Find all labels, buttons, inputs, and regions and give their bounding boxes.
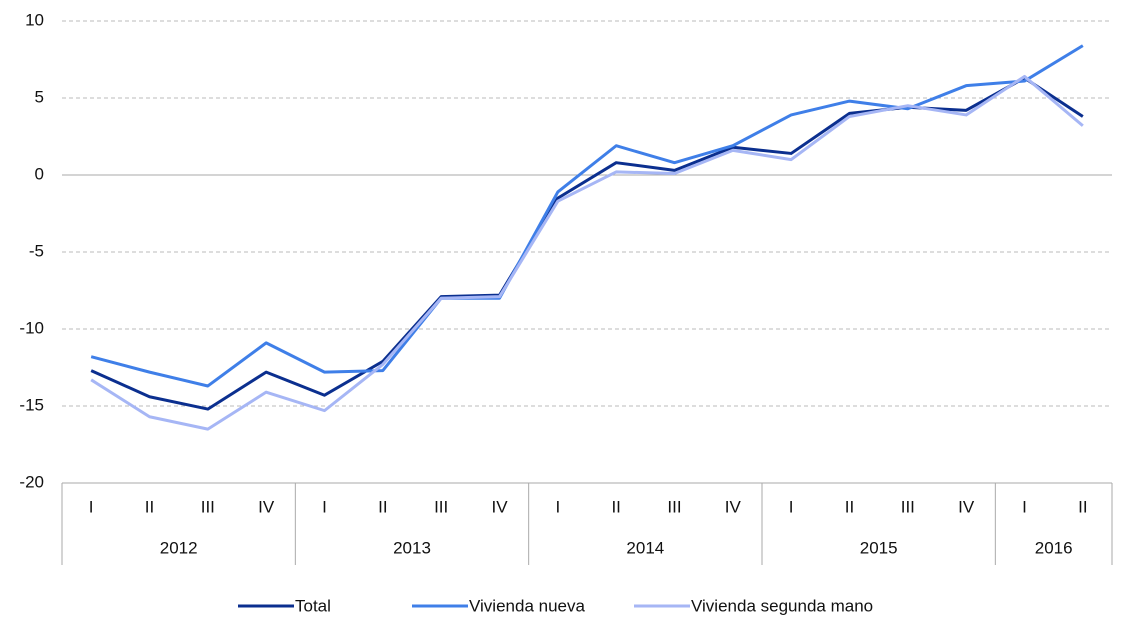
- x-tick-label: IV: [725, 497, 742, 516]
- x-tick-label: II: [145, 497, 154, 516]
- y-tick-label: -20: [19, 472, 44, 491]
- x-tick-label: III: [901, 497, 915, 516]
- series-line: [90, 74, 1084, 431]
- series-line: [90, 44, 1084, 388]
- group-label: 2016: [1035, 538, 1073, 557]
- x-tick-label: I: [89, 497, 94, 516]
- y-tick-label: -5: [29, 241, 44, 260]
- x-tick-label: II: [1078, 497, 1087, 516]
- legend-label: Total: [295, 596, 331, 615]
- x-tick-label: I: [789, 497, 794, 516]
- group-label: 2012: [160, 538, 198, 557]
- group-label: 2013: [393, 538, 431, 557]
- x-tick-label: IV: [258, 497, 275, 516]
- x-tick-label: IV: [958, 497, 975, 516]
- group-label: 2015: [860, 538, 898, 557]
- y-tick-label: 0: [35, 164, 44, 183]
- x-tick-label: II: [845, 497, 854, 516]
- x-tick-label: I: [555, 497, 560, 516]
- legend-label: Vivienda segunda mano: [691, 596, 873, 615]
- series-line: [90, 76, 1084, 411]
- x-tick-label: II: [378, 497, 387, 516]
- x-tick-label: III: [667, 497, 681, 516]
- x-tick-label: III: [201, 497, 215, 516]
- legend-label: Vivienda nueva: [469, 596, 585, 615]
- y-tick-label: 5: [35, 87, 44, 106]
- y-tick-label: 10: [25, 10, 44, 29]
- x-tick-label: I: [322, 497, 327, 516]
- x-tick-label: III: [434, 497, 448, 516]
- x-tick-label: I: [1022, 497, 1027, 516]
- y-tick-label: -10: [19, 318, 44, 337]
- y-tick-label: -15: [19, 395, 44, 414]
- group-label: 2014: [626, 538, 664, 557]
- x-tick-label: II: [611, 497, 620, 516]
- x-tick-label: IV: [491, 497, 508, 516]
